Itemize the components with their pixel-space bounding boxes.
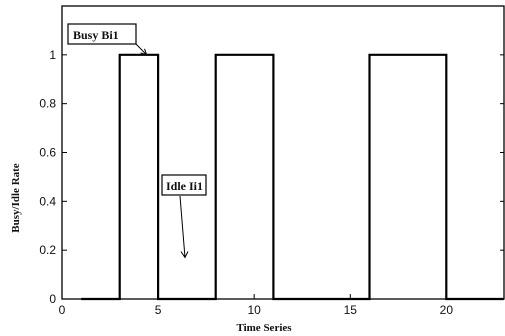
annotation-busy-arrow — [135, 43, 148, 56]
annotation-busy-text: Busy Bi1 — [73, 28, 119, 42]
y-tick-label: 0.6 — [39, 146, 56, 160]
x-tick-label: 10 — [247, 303, 261, 317]
ticks-layer: 0 5 10 15 20 0 0.2 0.4 0.6 0.8 1 — [39, 48, 504, 317]
x-tick-label: 5 — [155, 303, 162, 317]
y-axis-label: Busy/Idle Rate — [10, 163, 22, 232]
x-tick-label: 20 — [440, 303, 454, 317]
plot-frame — [61, 5, 505, 300]
annotation-busy-box — [67, 23, 137, 45]
x-axis-label: Time Series — [236, 322, 292, 334]
y-tick-label: 1 — [49, 48, 56, 62]
x-tick-label: 0 — [59, 303, 66, 317]
busy-idle-series-line — [81, 53, 504, 301]
annotation-busy: Busy Bi1 — [67, 23, 148, 56]
y-tick-label: 0.4 — [39, 194, 56, 208]
x-tick-label: 15 — [344, 303, 358, 317]
y-tick-label: 0.2 — [39, 243, 56, 257]
y-tick-label: 0.8 — [39, 97, 56, 111]
annotation-idle-arrow — [179, 195, 189, 259]
annotation-idle-text: Idle Ii1 — [166, 179, 203, 193]
y-tick-label: 0 — [49, 292, 56, 306]
annotation-idle: Idle Ii1 — [161, 174, 207, 259]
annotation-idle-box — [161, 174, 207, 196]
